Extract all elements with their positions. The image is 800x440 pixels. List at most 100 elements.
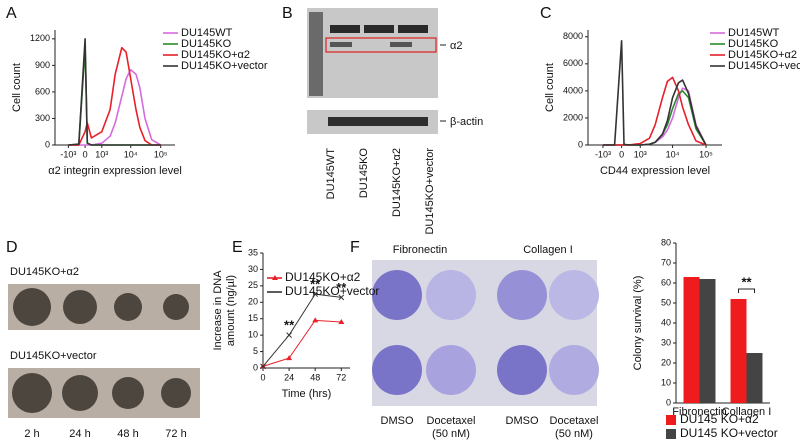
y-tick-label: 70 [661, 257, 671, 267]
y-tick-label: 60 [661, 277, 671, 287]
spheroid [13, 288, 51, 326]
legend-label: DU145KO+α2 [728, 49, 797, 61]
marker [312, 291, 319, 297]
legend-label: DU145 KO+α2 [680, 412, 759, 426]
matrix-label: Fibronectin [393, 244, 447, 256]
panel-label: B [282, 5, 293, 22]
treatment-label: DMSO [381, 415, 414, 427]
bar [730, 299, 747, 403]
x-tick-label: 0 [619, 149, 624, 159]
colony-photos: Fibronectin Collagen I DMSO Docetaxel (5… [372, 244, 599, 440]
x-tick-label: 24 [284, 372, 294, 382]
y-tick-label: 20 [248, 297, 258, 307]
x-tick-label: 10⁴ [666, 149, 680, 159]
y-axis-label: amount (ng/µl) [225, 275, 237, 346]
legend-swatch [666, 415, 676, 425]
y-axis-label: Cell count [11, 63, 23, 112]
y-tick-label: 6000 [563, 58, 583, 68]
spheroid [12, 373, 52, 413]
y-tick-label: 15 [248, 313, 258, 323]
time-label: 72 h [165, 428, 186, 440]
panel-label: F [350, 239, 360, 256]
y-tick-label: 30 [661, 337, 671, 347]
y-tick-label: 50 [661, 297, 671, 307]
x-tick-label: 0 [260, 372, 265, 382]
x-tick-label: 48 [310, 372, 320, 382]
band [364, 25, 394, 33]
marker [312, 317, 319, 323]
band-label: α2 [450, 40, 462, 52]
y-tick-label: 0 [578, 139, 583, 149]
series-line [262, 319, 342, 367]
plate [426, 270, 476, 320]
legend-label: DU145WT [181, 27, 233, 39]
legend-label: DU145KO [181, 38, 232, 50]
treatment-label: Docetaxel [550, 415, 599, 427]
x-tick-label: 10⁴ [124, 149, 138, 159]
ladder [309, 12, 323, 96]
spheroid [112, 377, 144, 409]
x-tick-label: 72 [336, 372, 346, 382]
spheroid [114, 293, 142, 321]
plate [497, 270, 547, 320]
spheroid [163, 294, 189, 320]
y-tick-label: 0 [253, 362, 258, 372]
plate [549, 345, 599, 395]
x-axis-label: α2 integrin expression level [48, 165, 182, 177]
highlight-box [325, 37, 437, 53]
x-axis-label: CD44 expression level [600, 165, 710, 177]
y-tick-label: 1200 [30, 33, 50, 43]
significance: ** [284, 318, 295, 333]
marker [338, 319, 345, 324]
legend-label: DU145KO+α2 [285, 270, 361, 284]
legend-label: DU145KO+α2 [181, 49, 250, 61]
plate [426, 345, 476, 395]
x-tick-label: -10³ [60, 149, 76, 159]
band [398, 25, 428, 33]
marker [286, 332, 292, 338]
lane-label: DU145KO [358, 148, 370, 199]
matrix-label: Collagen I [523, 244, 573, 256]
x-tick-label: -10³ [595, 149, 611, 159]
lane-label: DU145KO+vector [424, 148, 436, 235]
y-tick-label: 10 [248, 330, 258, 340]
y-tick-label: 4000 [563, 85, 583, 95]
dose-label: (50 nM) [432, 428, 470, 440]
y-tick-label: 2000 [563, 112, 583, 122]
x-tick-label: Collagen I [722, 406, 772, 418]
y-tick-label: 0 [666, 397, 671, 407]
y-tick-label: 8000 [563, 31, 583, 41]
legend-label: DU145KO+vector [285, 284, 379, 298]
x-tick-label: 10³ [634, 149, 647, 159]
x-tick-label: 10⁵ [154, 149, 168, 159]
panel-label: D [6, 239, 18, 256]
spheroid [63, 290, 97, 324]
marker [286, 355, 293, 361]
band-label: β-actin [450, 116, 483, 128]
legend-label: DU145WT [728, 27, 780, 39]
y-tick-label: 5 [253, 346, 258, 356]
legend-swatch [666, 429, 676, 439]
legend-label: DU145KO [728, 38, 779, 50]
x-tick-label: 10³ [95, 149, 108, 159]
significance: ** [741, 274, 752, 289]
series-line [68, 69, 162, 146]
plate [549, 270, 599, 320]
time-label: 48 h [117, 428, 138, 440]
marker [260, 363, 266, 370]
y-tick-label: 40 [661, 317, 671, 327]
panel-label: E [232, 239, 243, 256]
panel-label: A [6, 5, 17, 22]
lane-label: DU145WT [325, 148, 337, 200]
bar [746, 353, 763, 403]
y-tick-label: 80 [661, 237, 671, 247]
y-tick-label: 300 [35, 113, 50, 123]
series-line [602, 40, 707, 146]
lane-label: DU145KO+α2 [391, 148, 403, 217]
legend-label: DU145KO+vector [181, 60, 268, 72]
dose-label: (50 nM) [555, 428, 593, 440]
spheroid-photos: DU145KO+α2 DU145KO+vector 2 h 24 h 48 h … [8, 266, 200, 440]
y-tick-label: 25 [248, 280, 258, 290]
y-tick-label: 0 [45, 139, 50, 149]
